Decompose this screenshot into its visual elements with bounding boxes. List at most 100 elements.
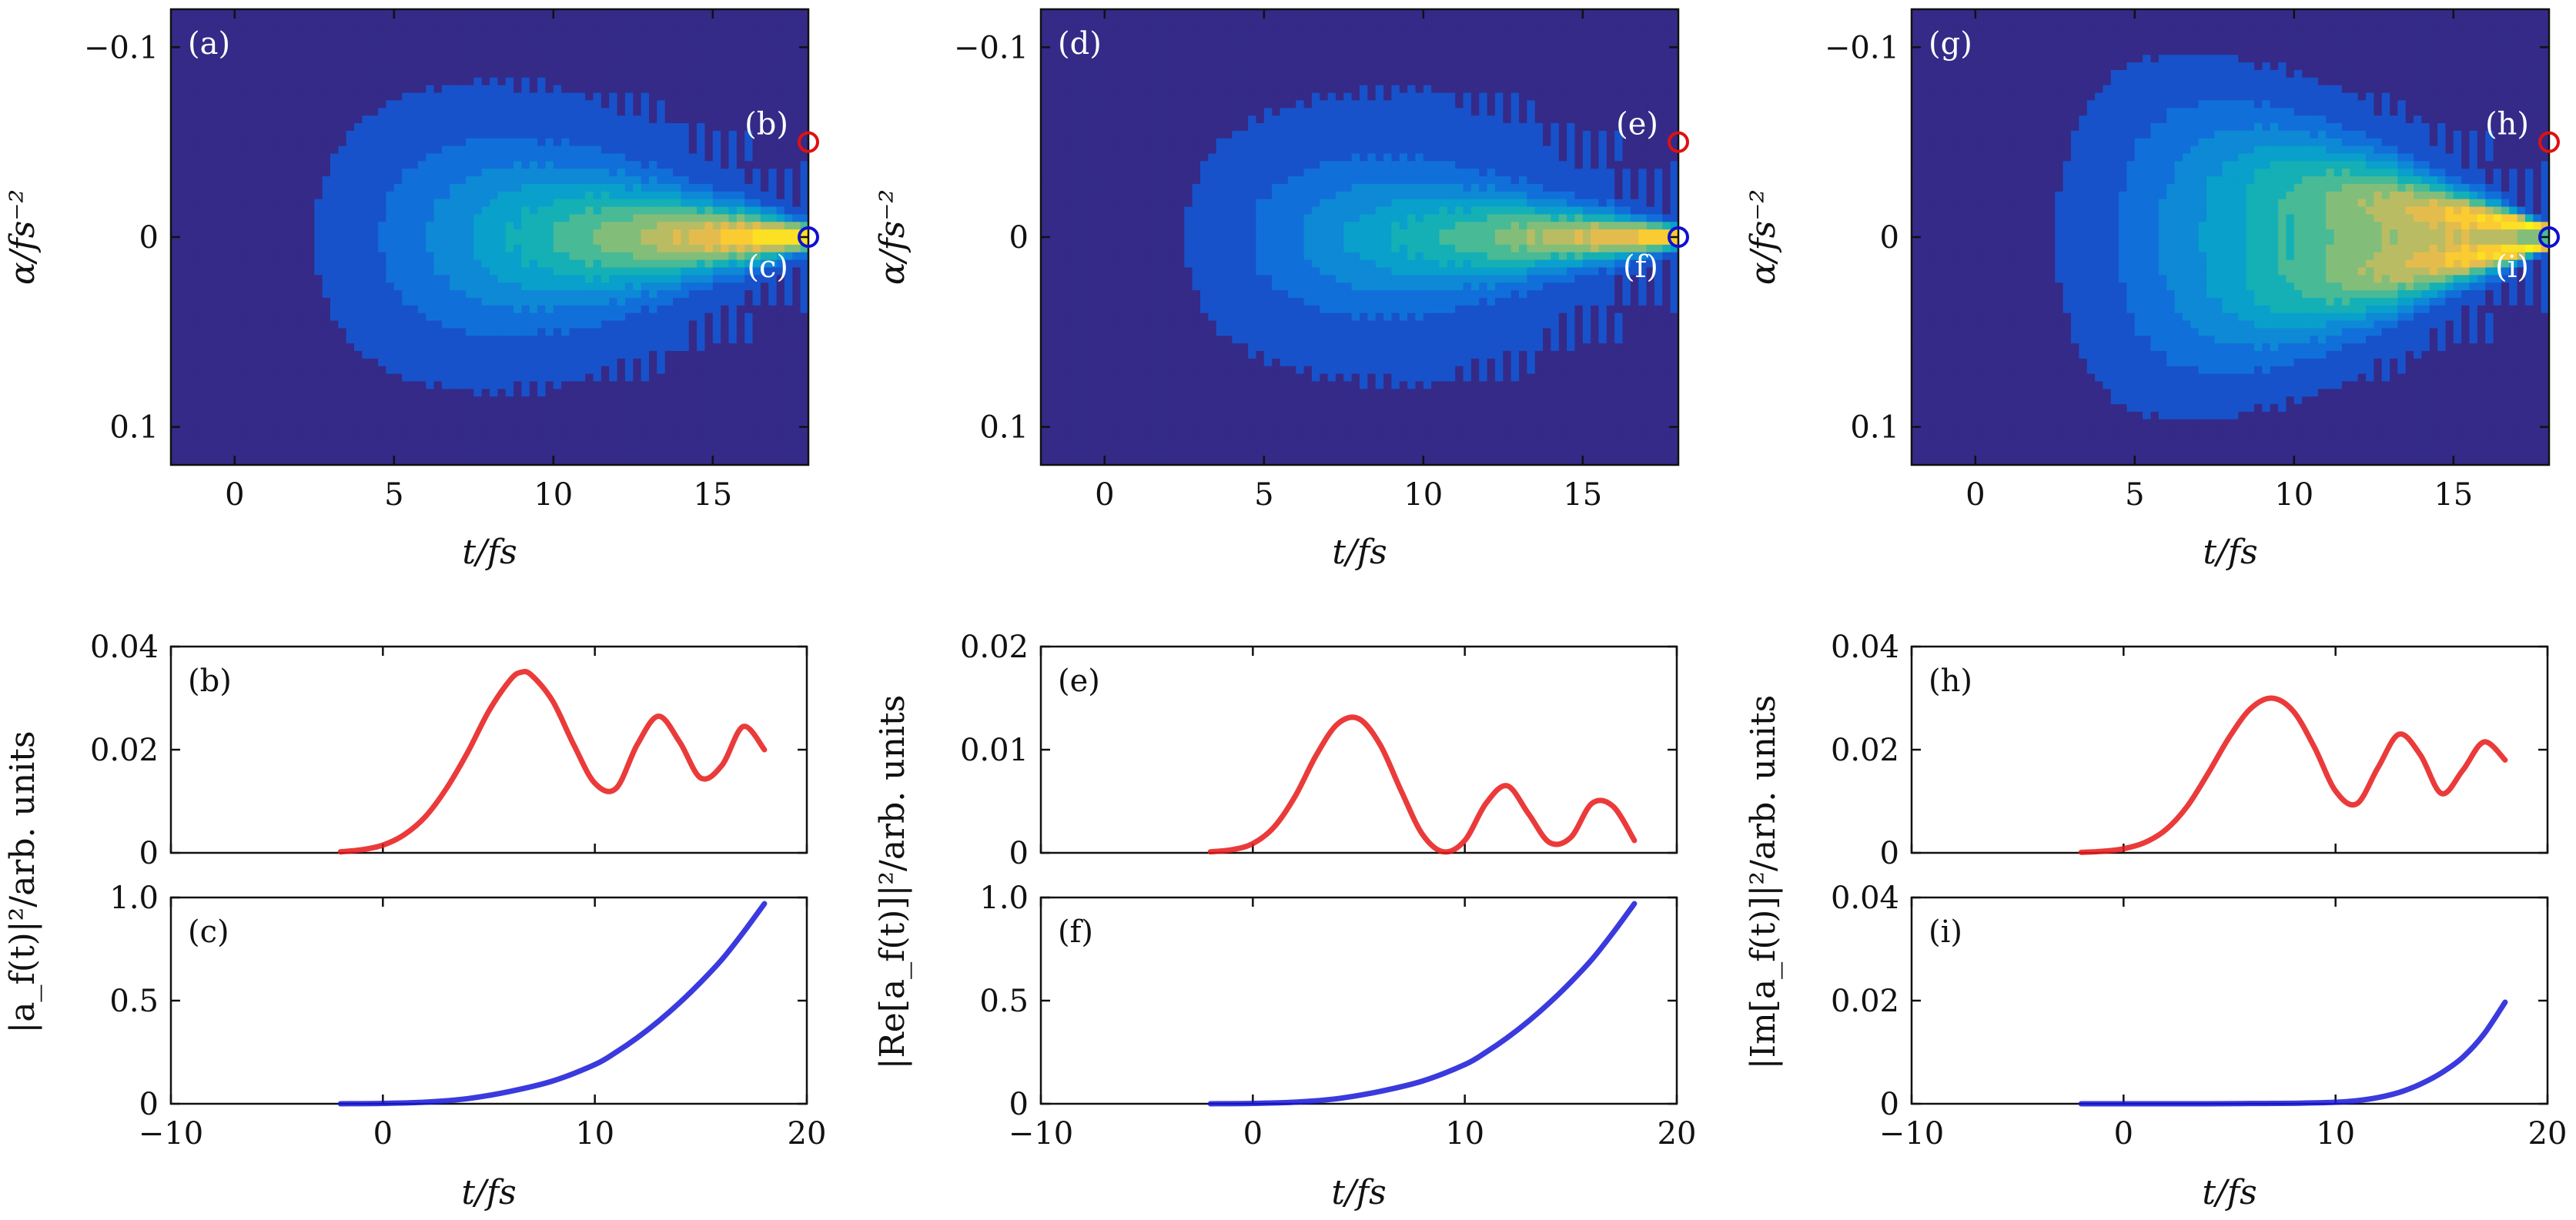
heatmap-cell — [664, 351, 674, 359]
heatmap-cell — [402, 373, 411, 383]
heatmap-cell — [330, 351, 339, 359]
heatmap-cell — [641, 426, 650, 436]
heatmap-cell — [569, 320, 578, 329]
heatmap-cell — [561, 92, 570, 101]
heatmap-cell — [1041, 169, 1049, 177]
heatmap-cell — [624, 206, 634, 215]
heatmap-cell — [250, 373, 259, 383]
heatmap-cell — [258, 290, 267, 299]
heatmap-cell — [226, 199, 236, 208]
heatmap-cell — [721, 108, 730, 116]
heatmap-cell — [226, 85, 236, 94]
heatmap-cell — [561, 222, 570, 230]
heatmap-cell — [417, 305, 427, 314]
heatmap-cell — [298, 222, 307, 230]
heatmap-cell — [171, 47, 179, 55]
heatmap-cell — [553, 130, 562, 139]
heatmap-cell — [744, 153, 754, 162]
heatmap-cell — [290, 297, 299, 306]
heatmap-cell — [688, 328, 698, 336]
heatmap-cell — [664, 130, 674, 139]
heatmap-cell — [577, 161, 586, 169]
heatmap-cell — [561, 434, 570, 443]
heatmap-cell — [792, 55, 801, 63]
heatmap-cell — [243, 267, 252, 276]
heatmap-cell — [664, 442, 674, 450]
heatmap-cell — [346, 161, 355, 169]
heatmap-cell — [641, 282, 650, 291]
heatmap-cell — [617, 237, 626, 246]
heatmap-cell — [721, 222, 730, 230]
heatmap-cell — [258, 16, 267, 25]
heatmap-cell — [402, 39, 411, 48]
heatmap-cell — [752, 358, 761, 367]
heatmap-cell — [202, 328, 212, 336]
heatmap-cell — [673, 366, 681, 375]
heatmap-cell — [490, 366, 498, 375]
heatmap-cell — [601, 267, 610, 276]
heatmap-cell — [553, 169, 562, 177]
heatmap-cell — [649, 275, 657, 283]
heatmap-cell — [450, 69, 459, 79]
heatmap-cell — [553, 434, 562, 443]
heatmap-cell — [657, 100, 666, 109]
heatmap-cell — [776, 108, 785, 116]
heatmap-cell — [704, 100, 714, 109]
heatmap-cell — [1056, 108, 1066, 116]
heatmap-cell — [274, 39, 283, 48]
heatmap-cell — [497, 426, 507, 436]
heatmap-cell — [1049, 92, 1058, 101]
heatmap-cell — [537, 336, 547, 344]
heatmap-cell — [282, 320, 291, 329]
heatmap-cell — [721, 92, 730, 101]
heatmap-cell — [202, 320, 212, 329]
heatmap-cell — [561, 282, 570, 291]
heatmap-cell — [314, 77, 323, 86]
heatmap-cell — [481, 396, 490, 405]
heatmap-cell — [521, 191, 530, 200]
heatmap-cell — [473, 214, 483, 222]
heatmap-cell — [258, 275, 267, 283]
heatmap-cell — [569, 290, 578, 299]
heatmap-cell — [290, 169, 299, 177]
heatmap-cell — [641, 305, 650, 314]
heatmap-cell — [505, 259, 514, 269]
heatmap-cell — [465, 404, 474, 413]
heatmap-cell — [1056, 145, 1066, 155]
heatmap-cell — [664, 229, 674, 238]
heatmap-cell — [250, 32, 259, 41]
heatmap-cell — [641, 351, 650, 359]
heatmap-cell — [1041, 244, 1049, 253]
heatmap-cell — [457, 39, 467, 48]
heatmap-cell — [1056, 214, 1066, 222]
heatmap-cell — [378, 62, 387, 71]
heatmap-cell — [712, 39, 721, 48]
heatmap-cell — [529, 237, 538, 246]
heatmap-cell — [792, 69, 801, 79]
heatmap-cell — [728, 108, 738, 116]
heatmap-cell — [601, 328, 610, 336]
heatmap-cell — [1041, 176, 1049, 185]
heatmap-cell — [314, 69, 323, 79]
heatmap-cell — [553, 69, 562, 79]
heatmap-cell — [338, 69, 347, 79]
heatmap-cell — [569, 55, 578, 63]
heatmap-cell — [370, 396, 379, 405]
heatmap-cell — [202, 297, 212, 306]
heatmap-cell — [433, 426, 443, 436]
heatmap-cell — [186, 100, 196, 109]
heatmap-cell — [378, 32, 387, 41]
heatmap-cell — [362, 108, 371, 116]
heatmap-cell — [433, 206, 443, 215]
heatmap-cell — [402, 411, 411, 420]
heatmap-cell — [688, 85, 698, 94]
heatmap-cell — [338, 328, 347, 336]
heatmap-cell — [800, 366, 809, 375]
heatmap-cell — [673, 39, 681, 48]
heatmap-cell — [736, 9, 745, 18]
heatmap-cell — [386, 145, 395, 155]
heatmap-cell — [195, 297, 203, 306]
heatmap-cell — [649, 434, 657, 443]
heatmap-cell — [426, 373, 435, 383]
heatmap-cell — [681, 336, 690, 344]
